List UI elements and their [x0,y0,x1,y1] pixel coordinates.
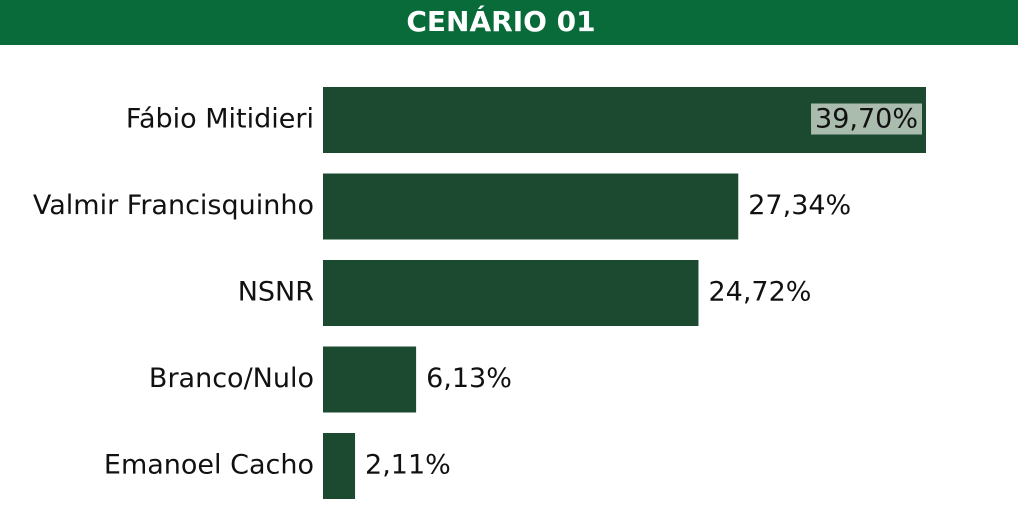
value-label-bg [811,103,922,135]
value-label: 2,11% [365,450,451,481]
value-label: 6,13% [426,363,512,394]
bar [323,346,417,413]
value-label: 24,72% [708,277,811,308]
category-label: Branco/Nulo [149,363,314,394]
category-label: Fábio Mitidieri [126,104,314,135]
category-label: NSNR [238,277,314,308]
category-label: Valmir Francisquinho [33,190,314,221]
bar [323,173,739,240]
chart-title: CENÁRIO 01 [406,4,595,38]
value-label: 27,34% [748,190,851,221]
category-label: Emanoel Cacho [104,450,314,481]
title-band [0,0,1018,45]
bar [323,433,356,499]
value-label: 39,70% [815,104,918,135]
bar [323,260,699,326]
